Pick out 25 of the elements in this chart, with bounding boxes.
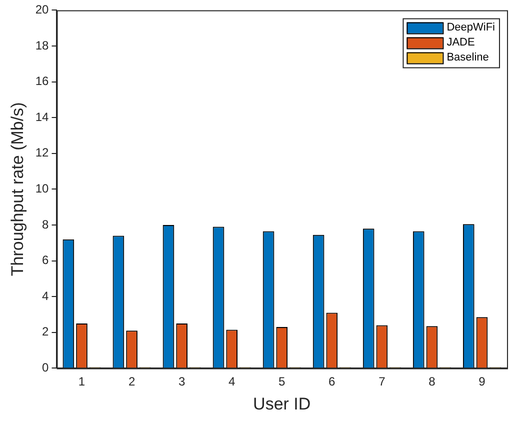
y-tick-label: 4 [42,288,50,303]
y-tick-label: 18 [35,38,50,52]
y-tick-label: 8 [42,217,50,232]
y-tick-label: 0 [42,360,50,375]
legend-label: JADE [446,36,475,49]
x-tick-label: 8 [428,374,436,389]
x-tick-label: 5 [278,374,286,389]
x-tick-label: 2 [128,374,136,389]
legend-label: DeepWiFi [446,22,496,34]
legend-label: Baseline [446,52,489,64]
y-tick-label: 12 [35,146,50,160]
y-tick-label: 2 [42,324,50,339]
y-tick-label: 16 [35,74,50,88]
x-tick-label: 4 [228,374,236,389]
x-tick-label: 9 [478,374,486,389]
x-tick-label: 6 [328,374,336,389]
y-tick-label: 14 [35,110,50,124]
x-tick-label: 3 [178,374,186,389]
x-tick-label: 7 [378,374,386,389]
y-tick-label: 6 [42,253,50,268]
y-axis-title: Throughput rate (Mb/s) [8,102,27,276]
x-tick-label: 1 [78,374,86,389]
y-tick-label: 20 [35,2,50,17]
y-tick-label: 10 [35,182,50,196]
x-axis-title: User ID [253,394,311,414]
